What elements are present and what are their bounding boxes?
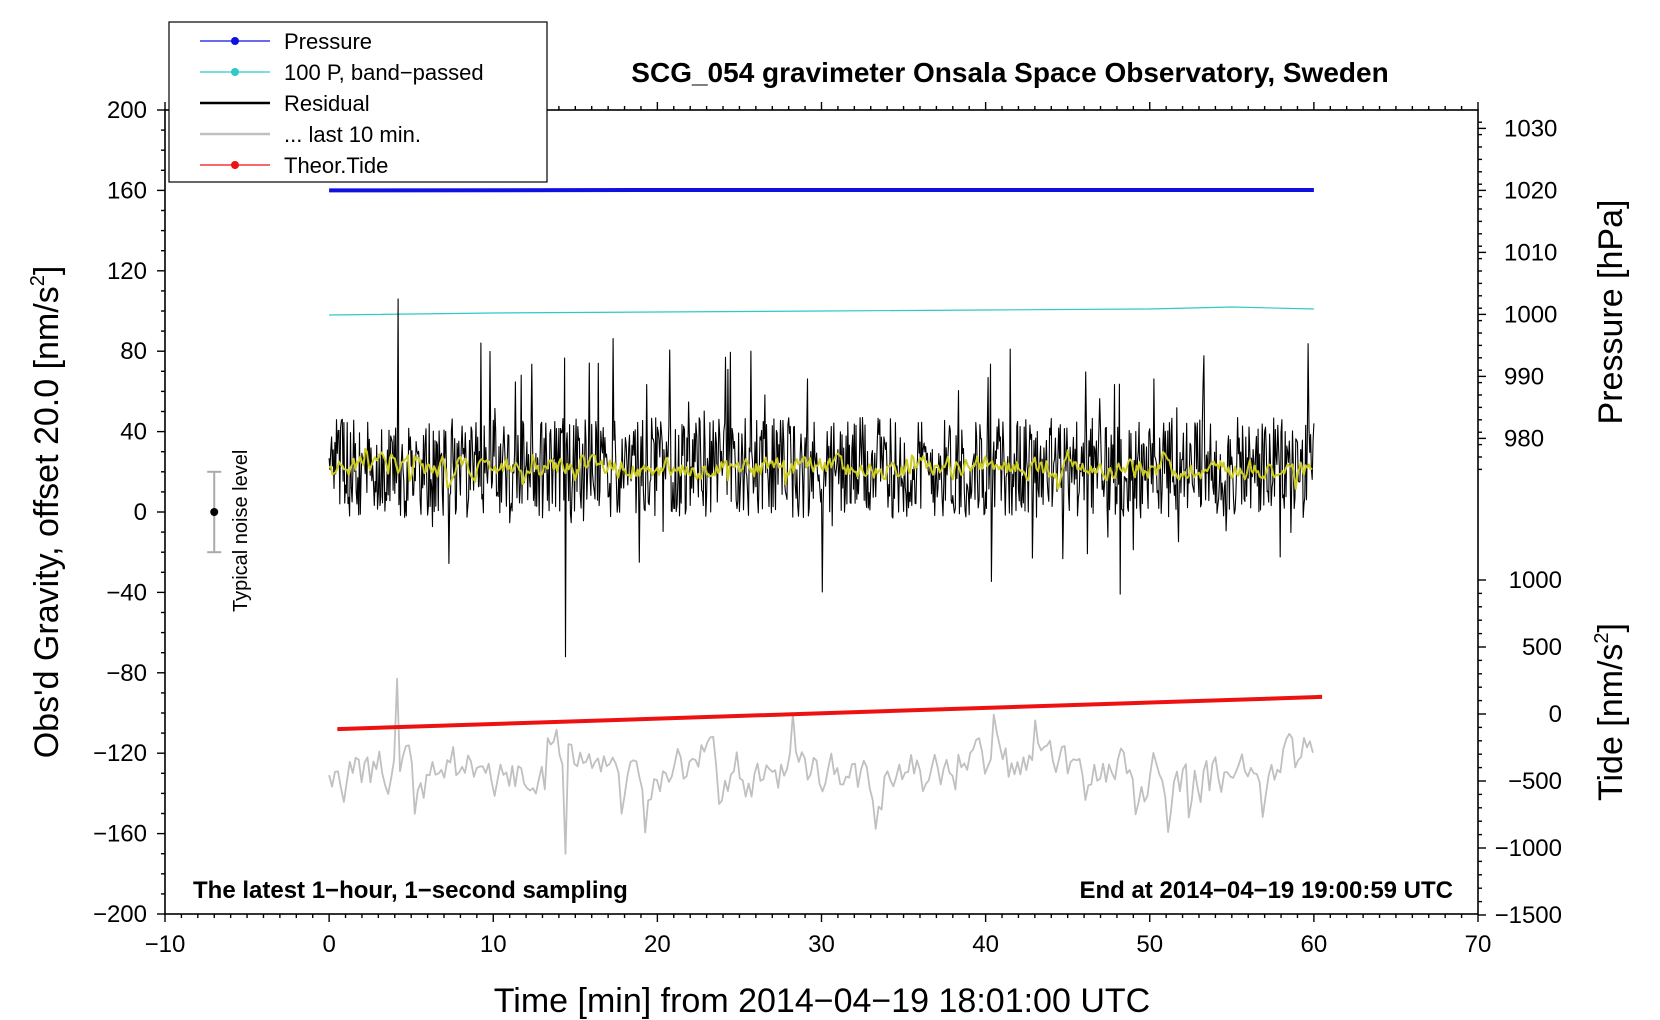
y-axis-label-pressure: Pressure [hPa] [1592,200,1630,425]
legend-label: 100 P, band−passed [284,60,484,85]
series--last-10-min- [328,677,1314,855]
pressure-tick-label: 980 [1504,425,1544,452]
pressure-tick-label: 1010 [1504,239,1557,266]
series-100-p-band-passed [329,306,1314,316]
legend-marker [231,68,239,76]
pressure-tick-label: 1000 [1504,301,1557,328]
x-axis-label: Time [min] from 2014−04−19 18:01:00 UTC [494,982,1150,1020]
legend-label: Pressure [284,29,372,54]
y-tick-label: −120 [93,740,147,767]
series-layer [328,188,1323,855]
series-residual [328,298,1315,658]
tide-tick-label: 0 [1549,701,1562,728]
y-axis-label-tide: Tide [nm/s2] [1591,623,1630,801]
y-tick-label: 80 [120,338,147,365]
y-tick-label: −200 [93,901,147,928]
annotation-end-time: End at 2014−04−19 19:00:59 UTC [1079,877,1453,904]
legend-label: Theor.Tide [284,153,388,178]
pressure-tick-label: 1030 [1504,115,1557,142]
x-tick-label: 40 [972,931,999,958]
y-axis-label-left-sup: 2 [27,275,49,286]
pressure-tick-label: 990 [1504,363,1544,390]
x-tick-label: 60 [1301,931,1328,958]
x-tick-label: 0 [322,931,335,958]
legend: Pressure 100 P, band−passed Residual ... la… [168,21,548,183]
y-tick-label: −40 [106,579,147,606]
y-axis-label-left: Obs'd Gravity, offset 20.0 [nm/s2] [27,266,66,759]
tide-tick-label: −1500 [1495,902,1562,929]
tide-tick-label: −1000 [1495,835,1562,862]
noise-bar-label: Typical noise level [230,450,252,612]
series-theor-tide [337,694,1323,732]
y-tick-label: 0 [134,499,147,526]
x-tick-label: 70 [1465,931,1492,958]
tide-tick-label: 500 [1522,634,1562,661]
legend-label: ... last 10 min. [284,122,421,147]
x-tick-label: 30 [808,931,835,958]
y-tick-label: 40 [120,419,147,446]
legend-marker [231,37,239,45]
y-axis-label-left-main: Obs'd Gravity, offset 20.0 [nm/s [28,286,66,758]
noise-bar-center-dot [210,508,219,516]
y-axis-label-tide-end: ] [1592,623,1630,632]
y-axis-label-left-end: ] [28,266,66,275]
x-tick-label: 20 [644,931,671,958]
series-residual-smoothed [328,447,1313,490]
chart-title: SCG_054 gravimeter Onsala Space Observat… [631,57,1388,88]
tide-tick-label: 1000 [1509,567,1562,594]
pressure-tick-label: 1020 [1504,177,1557,204]
y-tick-label: 160 [107,177,147,204]
y-tick-label: 120 [107,258,147,285]
y-tick-label: −160 [93,821,147,848]
x-tick-label: 50 [1136,931,1163,958]
legend-label: Residual [284,91,370,116]
y-tick-label: −80 [106,660,147,687]
annotation-sampling: The latest 1−hour, 1−second sampling [193,877,628,904]
y-axis-label-tide-main: Tide [nm/s [1592,644,1630,801]
tide-tick-label: −500 [1508,768,1562,795]
typical-noise-bar [207,470,222,554]
axis-ticks: −10 0 10 20 30 40 50 60 7020016012080400−40−80−1… [93,97,1562,958]
y-axis-label-tide-sup: 2 [1591,632,1613,643]
x-tick-label: 10 [480,931,507,958]
x-tick-label: −10 [145,931,186,958]
legend-marker [231,161,239,169]
y-tick-label: 200 [107,97,147,124]
